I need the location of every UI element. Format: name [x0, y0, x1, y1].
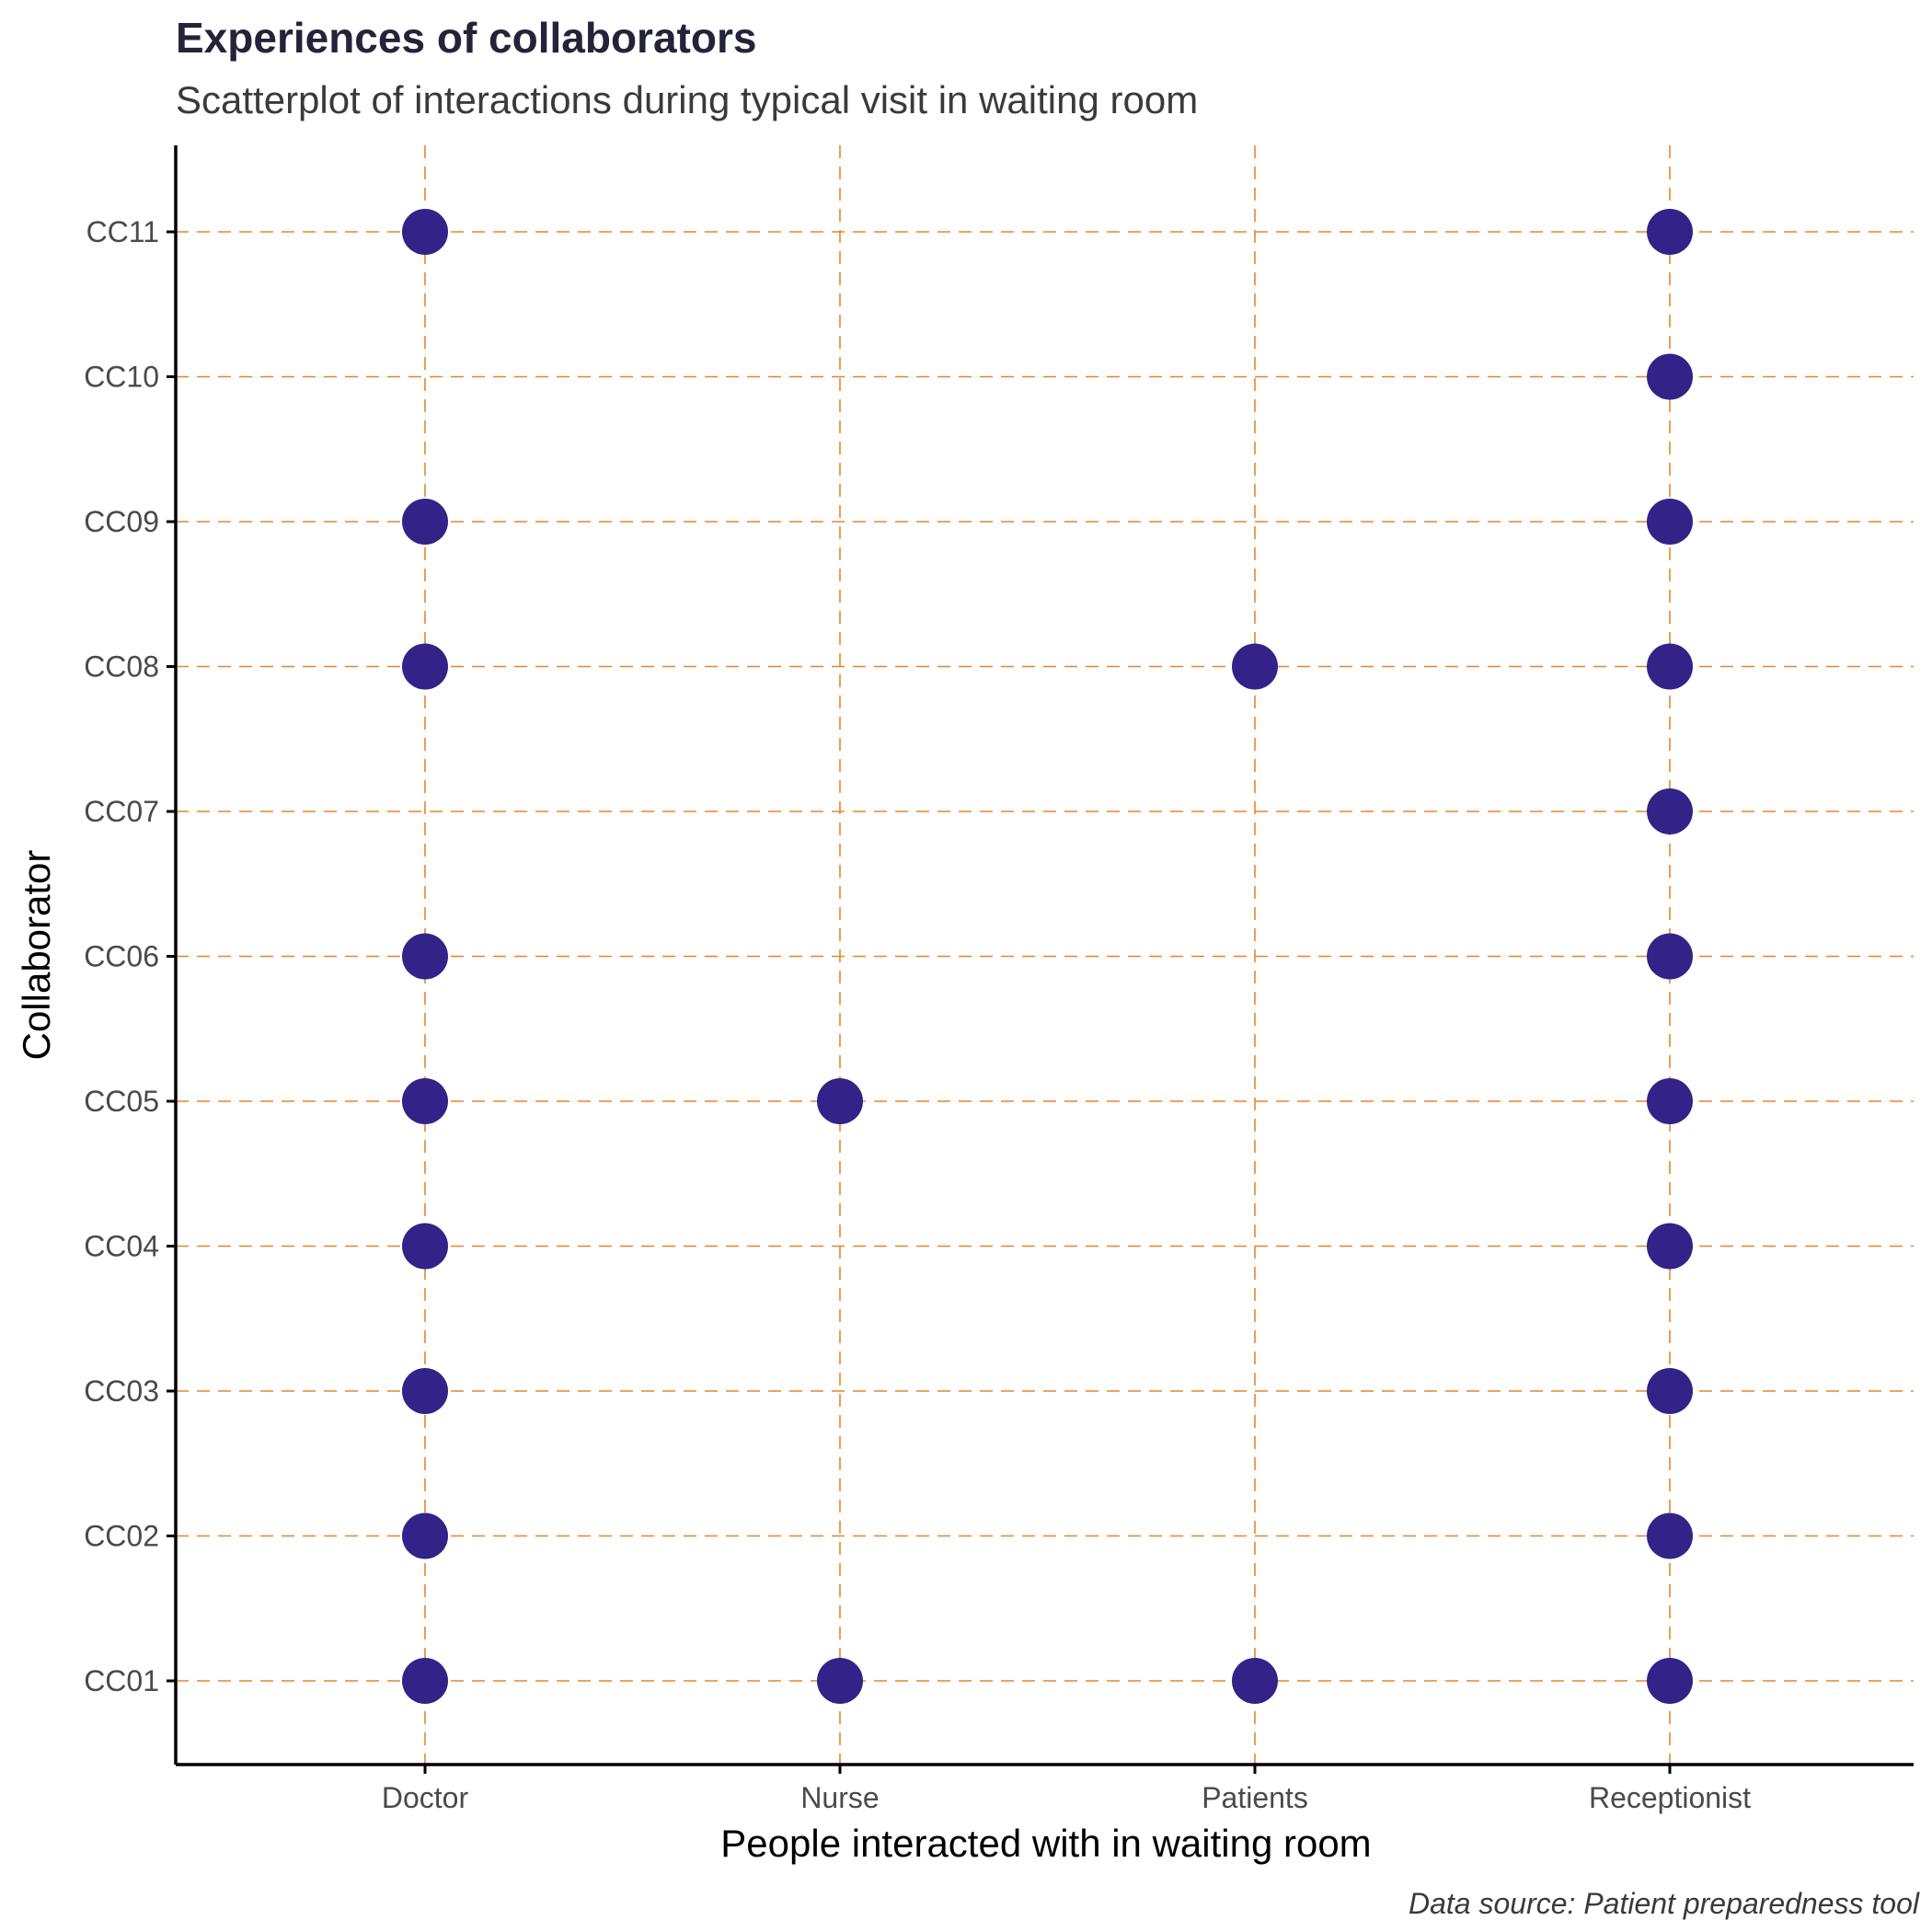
data-point-doctor-cc08 [402, 643, 448, 690]
y-tick-label: CC04 [84, 1230, 159, 1263]
x-axis-title: People interacted with in waiting room [720, 1822, 1371, 1865]
x-tick-label: Receptionist [1589, 1781, 1751, 1814]
data-point-receptionist-cc11 [1647, 209, 1693, 255]
y-tick-label: CC02 [84, 1520, 159, 1553]
data-point-receptionist-cc05 [1647, 1078, 1693, 1124]
data-point-doctor-cc01 [402, 1658, 448, 1704]
data-point-receptionist-cc09 [1647, 499, 1693, 545]
chart-caption: Data source: Patient preparedness tool [1409, 1887, 1920, 1920]
x-tick-label: Doctor [382, 1781, 469, 1814]
data-point-receptionist-cc03 [1647, 1368, 1693, 1414]
data-point-receptionist-cc01 [1647, 1658, 1693, 1704]
data-point-receptionist-cc10 [1647, 353, 1693, 400]
chart-subtitle: Scatterplot of interactions during typic… [176, 78, 1198, 121]
data-point-doctor-cc06 [402, 933, 448, 980]
y-axis-title: Collaborator [15, 850, 58, 1061]
y-tick-label: CC09 [84, 505, 159, 538]
y-tick-label: CC07 [84, 795, 159, 828]
y-tick-label: CC08 [84, 650, 159, 684]
x-tick-label: Patients [1202, 1781, 1308, 1814]
y-tick-label: CC05 [84, 1085, 159, 1118]
y-tick-label: CC01 [84, 1664, 159, 1697]
data-point-doctor-cc03 [402, 1368, 448, 1414]
data-point-patients-cc01 [1232, 1658, 1278, 1704]
y-axis-ticks: CC01 CC02 CC03 CC04 CC05 CC06 CC07 CC08 CC09 CC10… [84, 215, 176, 1697]
x-axis-ticks: Doctor Nurse Patients Receptionist [382, 1765, 1751, 1814]
chart-title: Experiences of collaborators [176, 14, 756, 62]
data-point-receptionist-cc02 [1647, 1512, 1693, 1559]
data-points [402, 209, 1693, 1704]
data-point-doctor-cc09 [402, 499, 448, 545]
data-point-receptionist-cc08 [1647, 643, 1693, 690]
data-point-receptionist-cc06 [1647, 933, 1693, 980]
data-point-nurse-cc05 [817, 1078, 863, 1124]
y-tick-label: CC11 [86, 215, 159, 248]
data-point-receptionist-cc07 [1647, 788, 1693, 834]
data-point-doctor-cc02 [402, 1512, 448, 1559]
data-point-receptionist-cc04 [1647, 1223, 1693, 1270]
data-point-doctor-cc05 [402, 1078, 448, 1124]
data-point-patients-cc08 [1232, 643, 1278, 690]
y-tick-label: CC03 [84, 1374, 159, 1408]
data-point-nurse-cc01 [817, 1658, 863, 1704]
y-tick-label: CC10 [84, 361, 159, 394]
y-tick-label: CC06 [84, 940, 159, 973]
data-point-doctor-cc04 [402, 1223, 448, 1270]
x-tick-label: Nurse [800, 1781, 879, 1814]
data-point-doctor-cc11 [402, 209, 448, 255]
